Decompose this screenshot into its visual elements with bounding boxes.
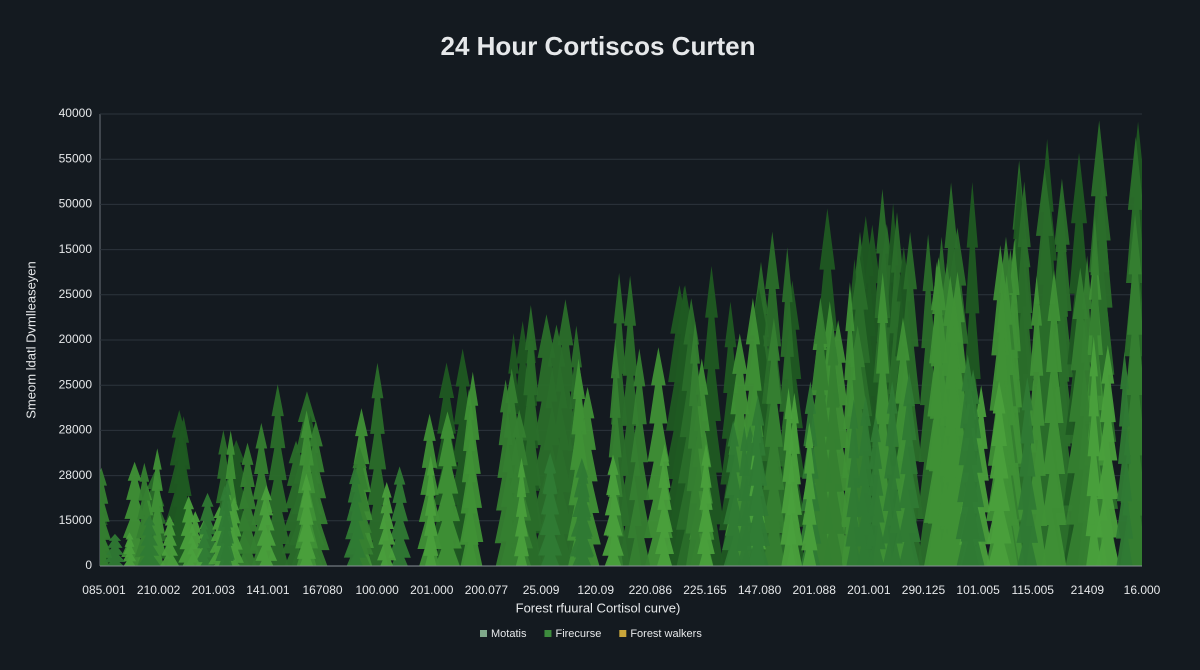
tree <box>1085 336 1102 566</box>
y-tick-label: 20000 <box>59 332 93 346</box>
tree <box>1122 214 1142 566</box>
tree <box>121 461 149 566</box>
tree <box>215 485 234 566</box>
tree <box>433 411 462 566</box>
tree <box>845 399 863 566</box>
tree <box>1095 345 1121 566</box>
tree <box>627 348 651 566</box>
forest <box>100 120 1142 566</box>
y-tick-label: 15000 <box>59 242 93 256</box>
tree <box>365 362 389 566</box>
tree <box>459 388 479 566</box>
tree <box>255 485 278 566</box>
tree <box>148 448 166 566</box>
y-tick-label: 15000 <box>59 513 93 527</box>
tree <box>736 425 753 566</box>
x-tick-label: 115.005 <box>1011 583 1054 597</box>
tree <box>345 446 374 566</box>
x-tick-label: 25.009 <box>523 583 560 597</box>
legend: Motatis Firecurse Forest walkers <box>480 628 702 640</box>
tree <box>745 395 771 566</box>
legend-swatch <box>619 630 627 637</box>
tree <box>100 467 113 566</box>
tree <box>104 533 126 566</box>
x-tick-label: 201.001 <box>847 583 891 597</box>
x-tick-label: 147.080 <box>738 583 782 597</box>
x-tick-label: 141.001 <box>246 583 290 597</box>
legend-swatch <box>544 630 552 637</box>
tree <box>134 462 154 566</box>
x-tick-label: 120.09 <box>577 583 614 597</box>
tree <box>1041 269 1067 566</box>
tree <box>855 395 877 566</box>
tree <box>296 473 316 566</box>
tree <box>423 455 439 566</box>
tree <box>377 482 397 566</box>
x-tick-label: 200.077 <box>465 583 509 597</box>
x-tick-label: 101.005 <box>956 583 1000 597</box>
y-tick-label: 25000 <box>59 287 93 301</box>
tree <box>265 384 290 566</box>
x-tick-label: 16.000 <box>1124 583 1161 597</box>
tree <box>137 515 161 566</box>
y-tick-label: 0 <box>85 558 92 572</box>
y-tick-label: 50000 <box>59 197 93 211</box>
x-tick-label: 201.088 <box>793 583 837 597</box>
tree <box>1016 377 1039 566</box>
x-tick-label: 167080 <box>303 583 343 597</box>
tree <box>780 387 797 566</box>
tree <box>955 354 980 566</box>
tree <box>865 415 886 566</box>
tree <box>573 465 594 566</box>
tree <box>936 275 964 566</box>
tree <box>655 443 675 566</box>
tree <box>721 420 745 566</box>
y-tick-label: 25000 <box>59 377 93 391</box>
legend-swatch <box>480 630 487 637</box>
tree <box>122 532 137 566</box>
tree <box>986 380 1012 566</box>
tree <box>881 381 903 566</box>
tree <box>236 442 259 566</box>
x-tick-label: 085.001 <box>82 583 126 597</box>
tree <box>538 452 563 566</box>
tree <box>1115 351 1134 566</box>
x-tick-label: 210.002 <box>137 583 181 597</box>
tree <box>761 317 786 566</box>
y-tick-label: 28000 <box>59 468 93 482</box>
x-axis-label: Forest rfuural Cortisol curve) <box>516 600 681 615</box>
x-tick-label: 100.000 <box>355 583 399 597</box>
y-tick-label: 55000 <box>59 151 93 165</box>
chart-title: 24 Hour Cortiscos Curten <box>441 31 756 61</box>
tree <box>697 443 715 566</box>
x-tick-label: 225.165 <box>683 583 727 597</box>
tree <box>822 323 844 566</box>
tree <box>801 422 818 566</box>
x-tick-label: 21409 <box>1071 583 1105 597</box>
x-tick-label: 201.003 <box>192 583 236 597</box>
tree <box>343 465 366 566</box>
labels: 40000 55000 50000 15000 25000 20000 25000 28000… <box>59 106 1161 597</box>
tree <box>685 321 705 566</box>
tree <box>897 372 921 566</box>
tree <box>602 454 624 566</box>
tree <box>160 515 180 566</box>
tree <box>388 466 411 566</box>
x-tick-label: 290.125 <box>902 583 946 597</box>
legend-label: Firecurse <box>555 628 601 640</box>
y-axis-label: Smeom ldatl Dvmlleaseyen <box>23 261 38 419</box>
tree <box>514 457 529 566</box>
y-tick-label: 28000 <box>59 423 93 437</box>
tree <box>927 261 945 566</box>
y-tick-label: 40000 <box>59 106 93 120</box>
tree <box>494 379 517 566</box>
x-tick-label: 220.086 <box>629 583 673 597</box>
x-tick-label: 201.000 <box>410 583 454 597</box>
legend-label: Forest walkers <box>630 628 702 640</box>
legend-label: Motatis <box>491 628 527 640</box>
tree <box>178 495 200 566</box>
